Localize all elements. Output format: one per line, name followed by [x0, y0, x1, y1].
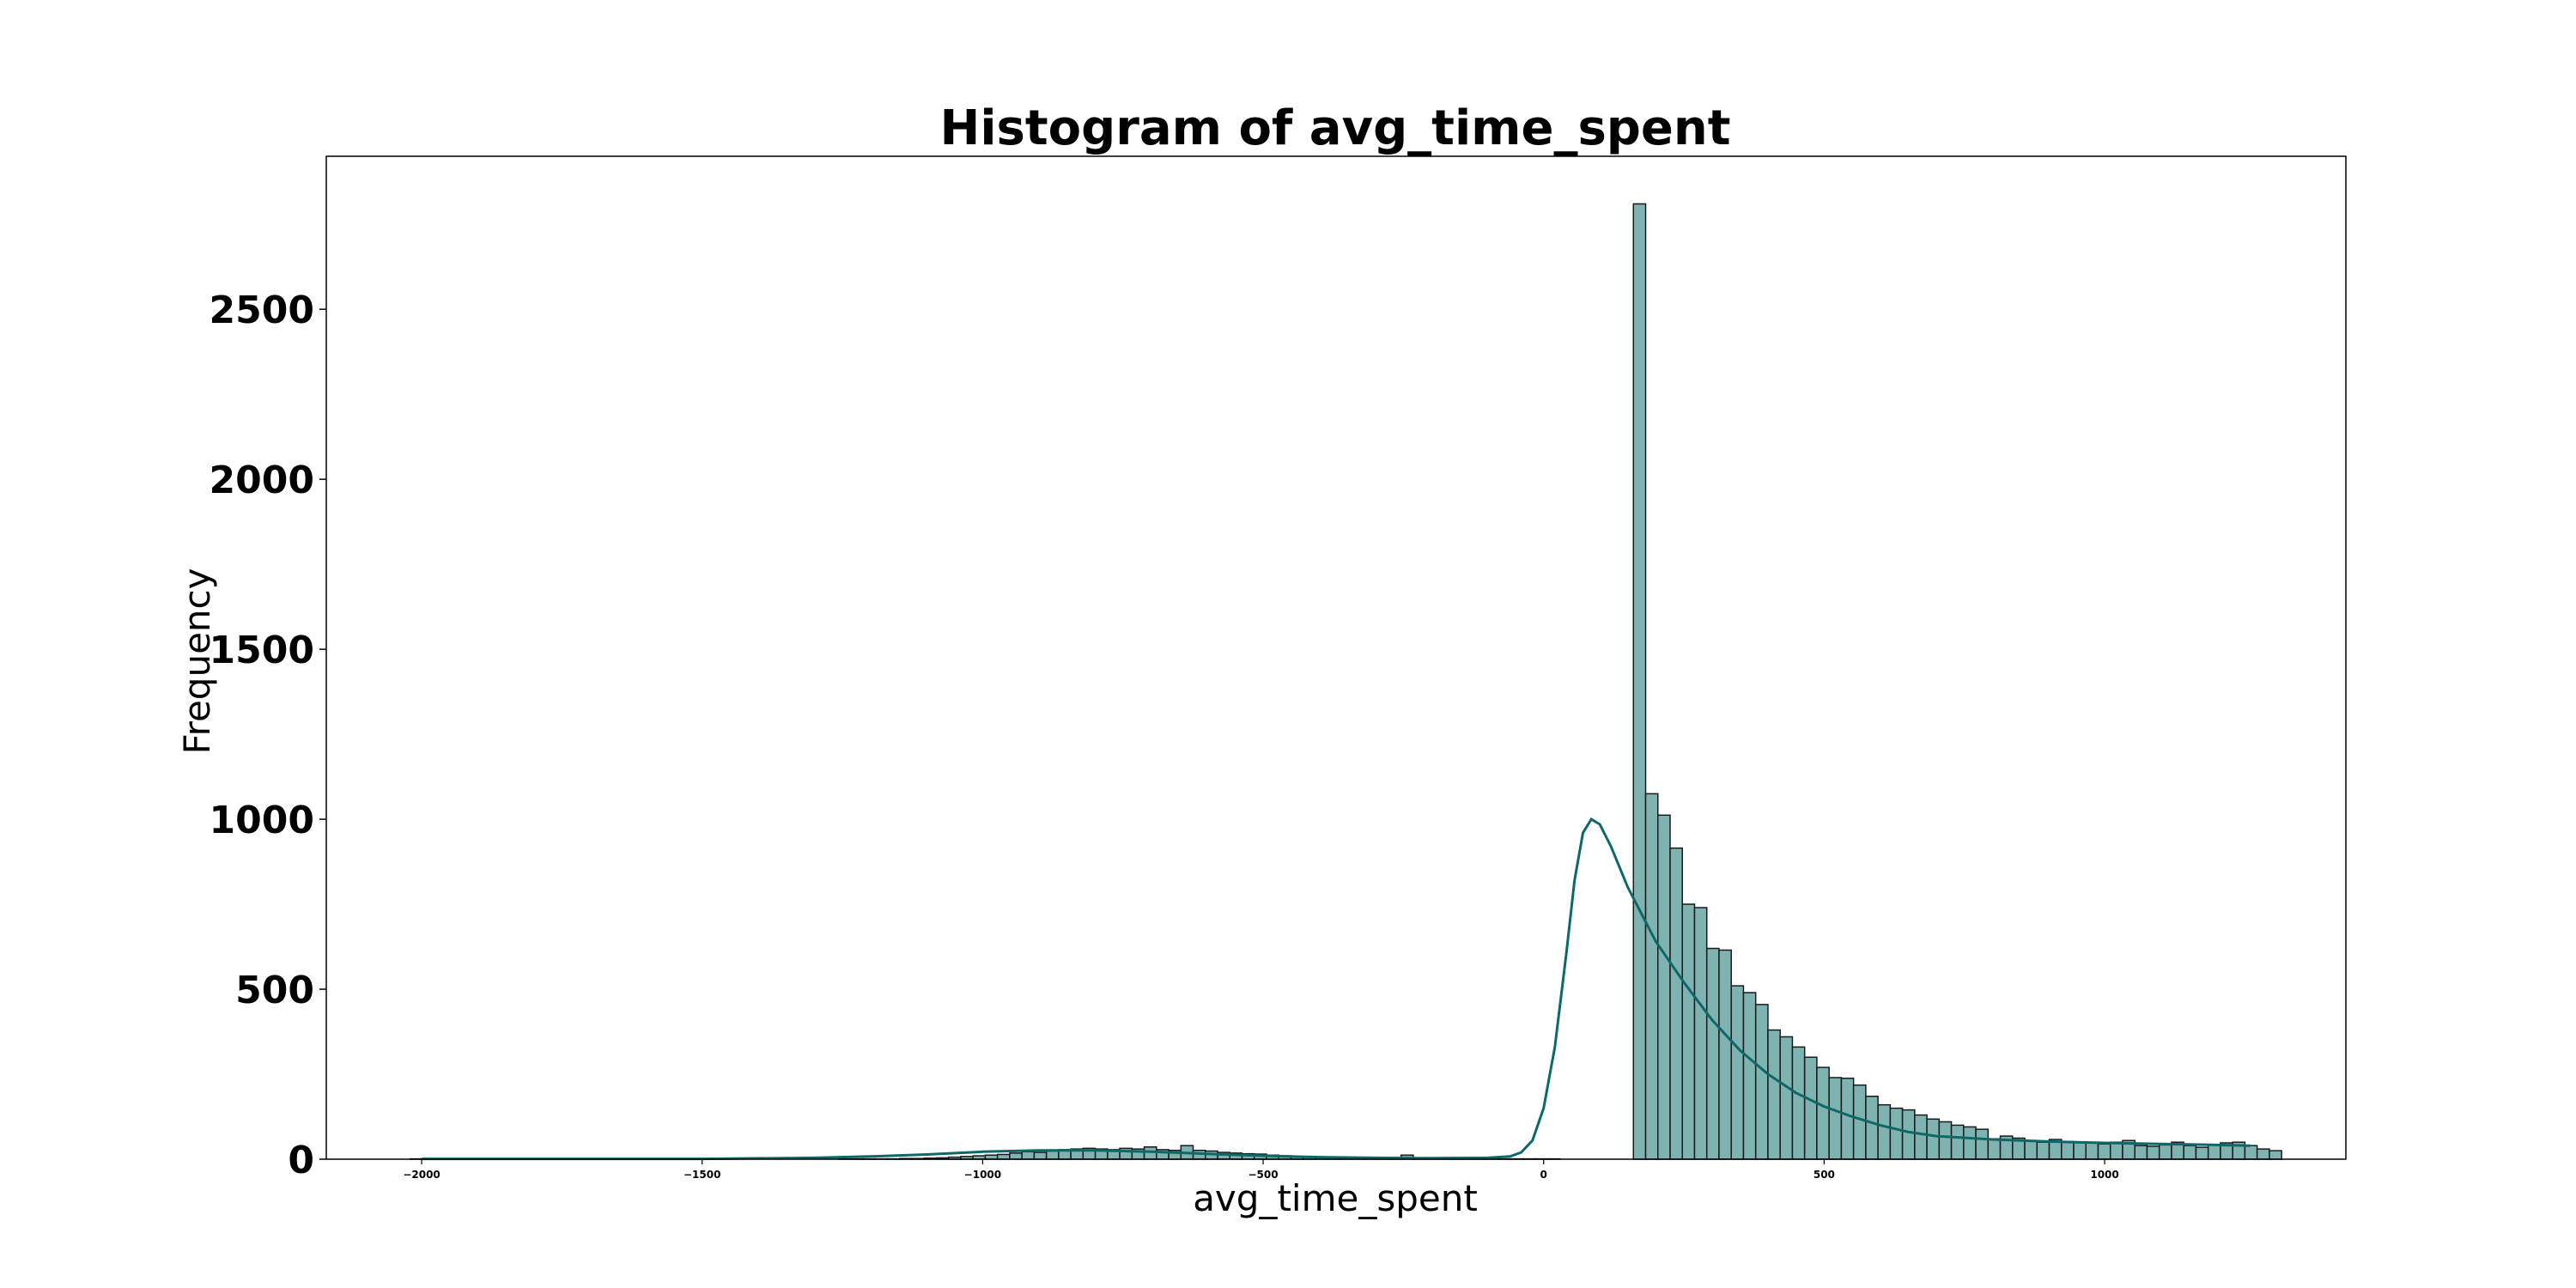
histogram-bar — [1657, 814, 1671, 1160]
histogram-bar — [2244, 1145, 2258, 1160]
y-axis-label: Frequency — [176, 568, 218, 755]
histogram-bar — [996, 1153, 1011, 1160]
histogram-bar — [2109, 1141, 2123, 1160]
chart-title: Histogram of avg_time_spent — [939, 100, 1730, 156]
y-tick-label: 2500 — [210, 289, 314, 332]
x-tick-label: 1000 — [2090, 1169, 2118, 1181]
histogram-bar — [2024, 1139, 2038, 1160]
histogram-bar — [1767, 1029, 1781, 1160]
x-tick-label: −2000 — [403, 1169, 440, 1181]
histogram-bar — [1926, 1118, 1941, 1160]
histogram-bar — [2256, 1148, 2270, 1160]
histogram-bar — [1901, 1109, 1916, 1160]
histogram-bar — [1009, 1152, 1023, 1160]
histogram-bar — [2097, 1143, 2111, 1160]
histogram-bar — [2158, 1144, 2172, 1160]
y-axis: 0 500 1000 1500 2000 2500 — [210, 289, 326, 1182]
x-axis-label: avg_time_spent — [1193, 1177, 1478, 1219]
histogram-bar — [1045, 1150, 1060, 1160]
histogram-bar — [1852, 1084, 1867, 1160]
histogram-bar — [1828, 1077, 1843, 1160]
histogram-bar — [1816, 1066, 1830, 1160]
histogram-bar — [1865, 1096, 1879, 1160]
y-tick-label: 1000 — [210, 799, 314, 842]
x-tick-label: −500 — [1249, 1169, 1279, 1181]
histogram-bar — [1021, 1151, 1036, 1160]
histogram-bars — [410, 203, 2282, 1160]
x-tick-label: −1500 — [683, 1169, 720, 1181]
x-axis: −2000 −1500 −1000 −500 0 500 1000 — [403, 1159, 2119, 1181]
histogram-bar — [1950, 1124, 1965, 1160]
x-tick-label: −1000 — [964, 1169, 1001, 1181]
y-tick-label: 2000 — [210, 459, 314, 502]
histogram-bar — [2146, 1145, 2160, 1160]
histogram-bar — [1840, 1078, 1855, 1160]
histogram-bar — [2036, 1141, 2050, 1160]
histogram-bar — [1632, 203, 1647, 1160]
histogram-bar — [1730, 985, 1745, 1160]
histogram-bar — [1938, 1121, 1953, 1160]
y-tick-label: 1500 — [210, 629, 314, 672]
kde-line — [422, 817, 2251, 1161]
histogram-bar — [1779, 1036, 1794, 1160]
x-tick-label: 0 — [1540, 1169, 1547, 1181]
y-tick-label: 500 — [235, 969, 314, 1012]
plot-frame — [325, 155, 2347, 1160]
histogram-bar — [1693, 907, 1708, 1160]
histogram-bar — [1033, 1151, 1048, 1160]
histogram-bar — [1669, 847, 1683, 1160]
histogram-bar — [1681, 903, 1696, 1160]
histogram-bar — [2269, 1150, 2282, 1160]
histogram-bar — [1791, 1046, 1806, 1160]
histogram-bar — [1705, 947, 1720, 1160]
histogram-bar — [1975, 1128, 1990, 1160]
histogram-bar — [1987, 1138, 2002, 1160]
histogram-bar — [1754, 1004, 1769, 1160]
histogram-bar — [2134, 1145, 2148, 1160]
histogram-bar — [1877, 1103, 1892, 1160]
histogram-bar — [2183, 1145, 2197, 1160]
histogram-bar — [1914, 1114, 1928, 1160]
y-tick-label: 0 — [288, 1139, 314, 1182]
histogram-bar — [2085, 1142, 2099, 1160]
histogram-bar — [2073, 1141, 2087, 1160]
histogram-bar — [1742, 992, 1757, 1160]
histogram-bar — [1718, 949, 1732, 1160]
histogram-bar — [1803, 1056, 1818, 1160]
x-tick-label: 500 — [1814, 1169, 1835, 1181]
histogram-bar — [2195, 1146, 2209, 1160]
histogram-bar — [1963, 1126, 1977, 1160]
histogram-bar — [1644, 793, 1659, 1160]
histogram-bar — [1889, 1107, 1904, 1160]
histogram-bar — [2061, 1140, 2075, 1160]
histogram-bar — [2207, 1144, 2221, 1160]
